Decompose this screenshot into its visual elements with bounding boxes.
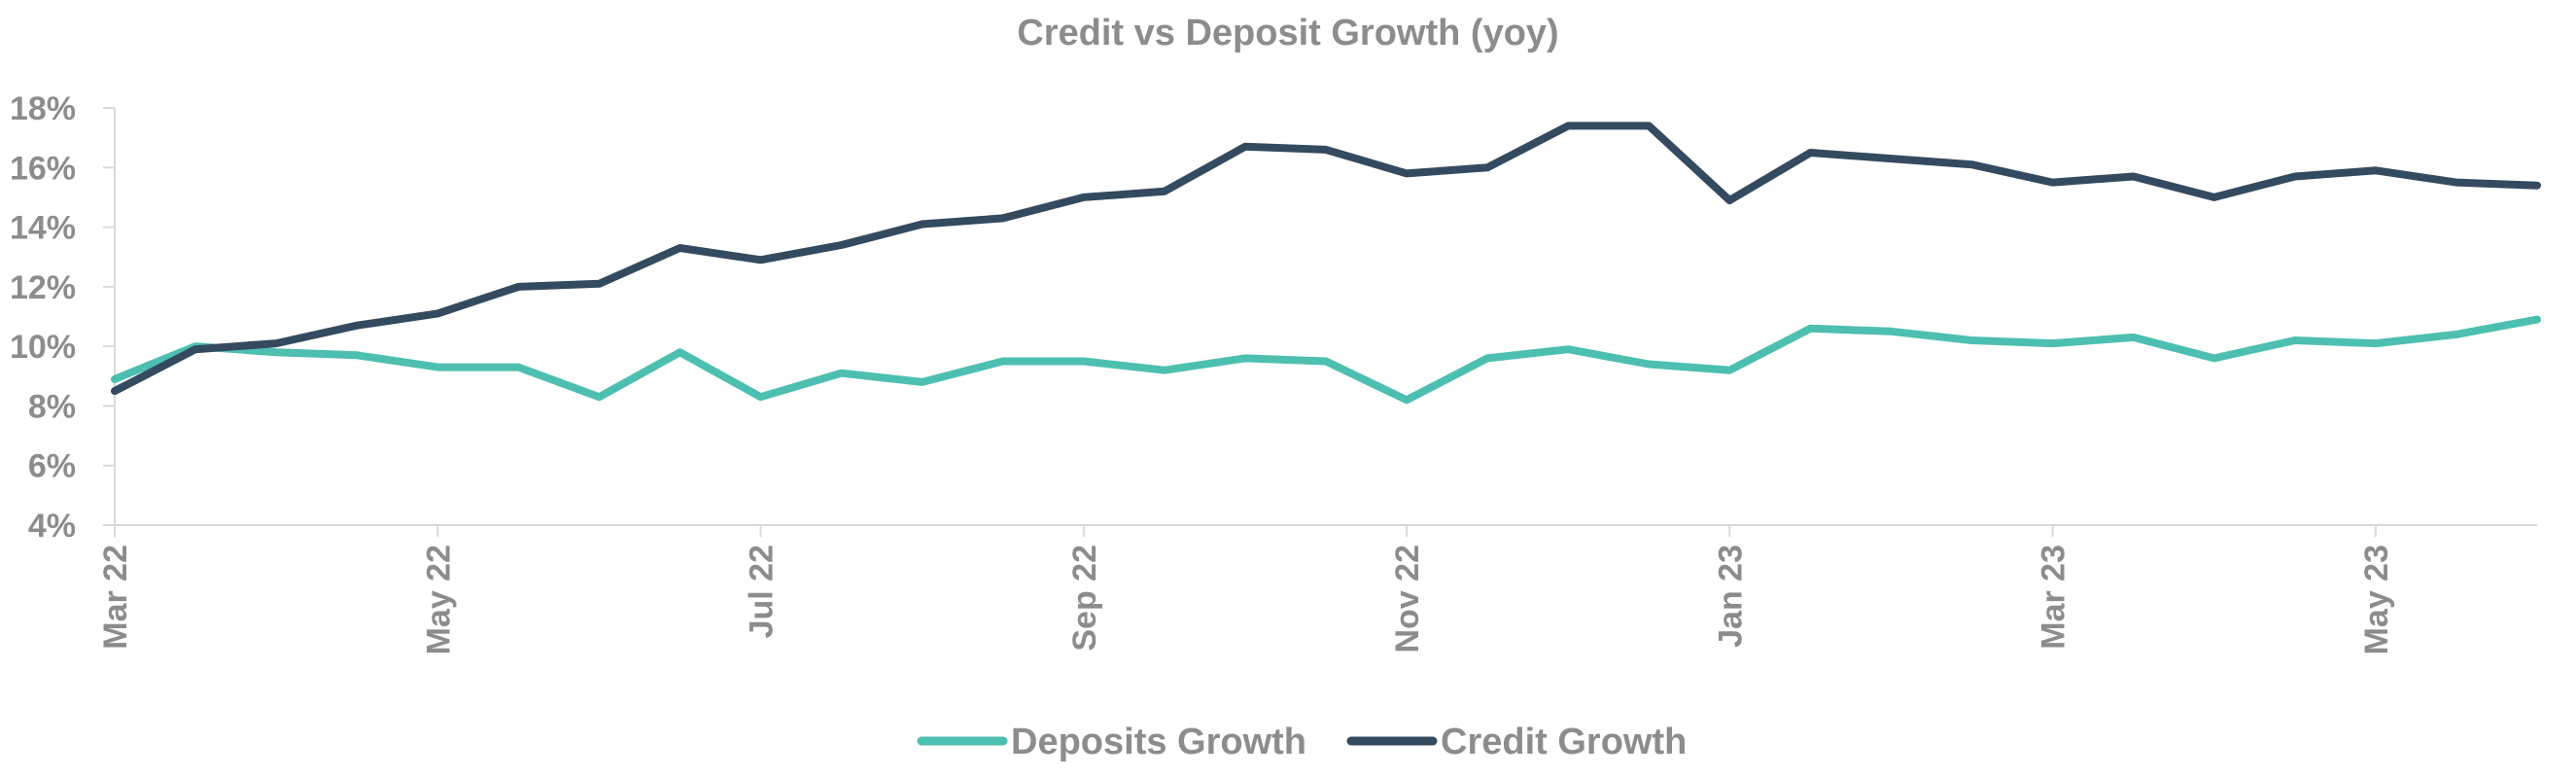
y-tick-label: 4% xyxy=(28,508,76,545)
x-tick-label: Sep 22 xyxy=(1066,545,1103,652)
x-tick-label: Jul 22 xyxy=(744,545,781,638)
x-tick-label: May 23 xyxy=(2358,545,2395,654)
x-tick-label: Nov 22 xyxy=(1389,545,1426,653)
y-tick-label: 6% xyxy=(28,448,76,485)
x-tick-label: May 22 xyxy=(420,545,457,654)
y-tick-label: 12% xyxy=(10,269,76,306)
series-line-credit-growth xyxy=(111,122,2541,396)
x-tick-label: Mar 23 xyxy=(2036,545,2072,650)
y-tick-label: 16% xyxy=(10,150,76,187)
x-tick-label: Jan 23 xyxy=(1712,545,1749,648)
legend: Deposits Growth Credit Growth xyxy=(917,722,1687,762)
y-tick-label: 10% xyxy=(10,329,76,366)
chart-title: Credit vs Deposit Growth (yoy) xyxy=(1017,13,1558,53)
legend-label-credit: Credit Growth xyxy=(1441,722,1687,762)
series-line-deposits-growth xyxy=(111,315,2541,405)
y-tick-label: 8% xyxy=(28,388,76,425)
y-tick-label: 14% xyxy=(10,210,76,247)
y-tick-label: 18% xyxy=(10,90,76,127)
x-tick-label: Mar 22 xyxy=(97,545,134,650)
legend-label-deposits: Deposits Growth xyxy=(1011,722,1306,762)
